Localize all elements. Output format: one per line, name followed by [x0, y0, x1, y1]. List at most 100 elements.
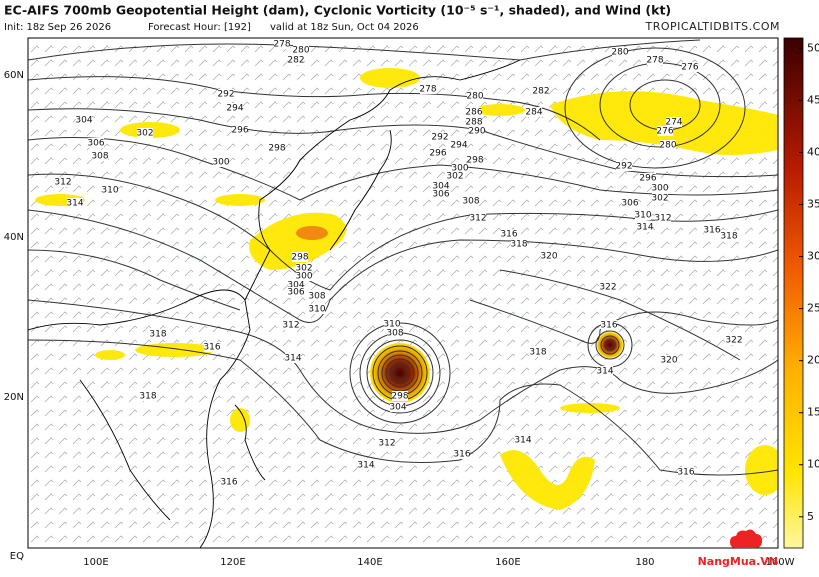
contour-label: 304 [432, 182, 449, 192]
contour-label: 298 [466, 156, 483, 166]
latitude-label: 60N [4, 70, 24, 81]
contour-label: 292 [431, 133, 448, 143]
contour-label: 300 [295, 272, 312, 282]
contour-label: 316 [703, 226, 720, 236]
contour-label-bg [285, 353, 301, 363]
contour-label-bg [647, 55, 663, 65]
colorbar [783, 37, 804, 549]
contour-label-bg [150, 329, 166, 339]
contour-label-bg [293, 45, 309, 55]
contour-label-bg [384, 319, 400, 329]
latitude-label: EQ [10, 551, 24, 562]
contour-label: 318 [510, 240, 527, 250]
contour-label: 304 [287, 281, 304, 291]
contour-label: 314 [357, 461, 374, 471]
contour-label-bg [635, 210, 651, 220]
contour-label: 284 [525, 108, 542, 118]
contour-label-bg [466, 117, 482, 127]
contour-label-bg [469, 126, 485, 136]
contour-label-bg [309, 291, 325, 301]
contour-label-bg [511, 239, 527, 249]
colorbar-tick-label: 45 [807, 93, 819, 106]
contour-label-bg [530, 347, 546, 357]
colorbar-tick-label: 35 [807, 198, 819, 211]
contour-label-bg [288, 287, 304, 297]
contour-label: 308 [386, 329, 403, 339]
contour-label-bg [55, 177, 71, 187]
contour-label-bg [526, 107, 542, 117]
longitude-label: 100E [83, 557, 108, 568]
contour-label-bg [227, 103, 243, 113]
contour-label: 322 [599, 283, 616, 293]
colorbar-tick-label: 40 [807, 145, 819, 158]
source: TROPICALTIDBITS.COM [645, 20, 780, 33]
contour-label-bg [661, 355, 677, 365]
contour-label: 306 [621, 199, 638, 209]
contour-label-bg [221, 477, 237, 487]
contour-label: 302 [651, 194, 668, 204]
contour-label-bg [682, 62, 698, 72]
colorbar-tick-label: 50 [807, 41, 819, 54]
longitude-label: 180 [635, 557, 654, 568]
contour-label: 300 [451, 164, 468, 174]
contour-label: 280 [292, 46, 309, 56]
contour-label-bg [541, 251, 557, 261]
contour-label-bg [452, 163, 468, 173]
map-frame [27, 37, 779, 549]
contour-label-bg [470, 213, 486, 223]
contour-label: 310 [383, 320, 400, 330]
contour-label-bg [721, 231, 737, 241]
contour-label-bg [616, 161, 632, 171]
contour-label-bg [466, 107, 482, 117]
contour-label: 280 [611, 48, 628, 58]
contour-label-bg [451, 140, 467, 150]
contour-label: 296 [639, 174, 656, 184]
contour-label: 306 [432, 190, 449, 200]
contour-label: 314 [514, 436, 531, 446]
contour-label: 316 [500, 230, 517, 240]
contour-label-bg [657, 126, 673, 136]
longitude-label: 160W [766, 557, 795, 568]
contour-label: 318 [720, 232, 737, 242]
contour-label: 280 [659, 141, 676, 151]
contour-label-bg [232, 125, 248, 135]
contour-label: 296 [429, 149, 446, 159]
contour-label: 286 [465, 108, 482, 118]
contour-label: 314 [284, 354, 301, 364]
contour-label: 320 [540, 252, 557, 262]
contour-label-bg [652, 193, 668, 203]
longitude-label: 160E [495, 557, 520, 568]
contour-label: 296 [231, 126, 248, 136]
contour-label: 282 [287, 56, 304, 66]
contour-label: 306 [287, 288, 304, 298]
contour-label: 306 [87, 139, 104, 149]
contour-label-bg [204, 342, 220, 352]
contour-label-bg [387, 328, 403, 338]
contour-label-bg [433, 189, 449, 199]
contour-label: 304 [389, 403, 406, 413]
contour-label: 318 [139, 392, 156, 402]
contour-label: 276 [681, 63, 698, 73]
contour-label: 300 [212, 158, 229, 168]
contour-label-bg [283, 320, 299, 330]
contour-label: 316 [220, 478, 237, 488]
contour-label: 312 [654, 214, 671, 224]
contour-label: 278 [273, 40, 290, 50]
map-area [28, 38, 778, 548]
contour-label-bg [140, 391, 156, 401]
colorbar-tick-label: 30 [807, 250, 819, 263]
contour-label: 274 [665, 118, 682, 128]
contour-label-bg [640, 173, 656, 183]
contour-label-bg [309, 304, 325, 314]
contour-label: 302 [136, 129, 153, 139]
contour-label: 316 [677, 468, 694, 478]
forecast-hour: Forecast Hour: [192] [148, 22, 251, 33]
contour-label: 302 [295, 264, 312, 274]
contour-label-bg [67, 198, 83, 208]
contour-label-bg [533, 86, 549, 96]
contour-label: 316 [203, 343, 220, 353]
colorbar-tick-label: 25 [807, 302, 819, 315]
contour-label-bg [432, 132, 448, 142]
contour-label-bg [288, 55, 304, 65]
